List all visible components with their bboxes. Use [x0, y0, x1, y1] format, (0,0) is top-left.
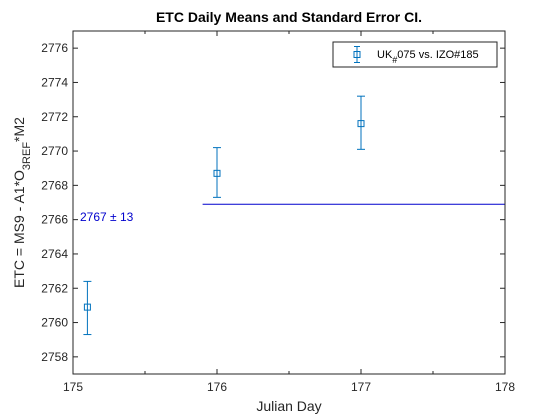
y-tick-label: 2770: [41, 144, 68, 158]
x-tick-label: 177: [351, 380, 371, 394]
legend-label-post: 075 vs. IZO#185: [397, 49, 478, 61]
y-axis-label: ETC = MS9 - A1*O3REF*M2: [11, 117, 33, 288]
legend-label: UK#075 vs. IZO#185: [377, 49, 479, 65]
reference-group: 2767 ± 13: [80, 203, 505, 224]
y-tick-label: 2768: [41, 178, 68, 192]
y-tick-label: 2772: [41, 110, 68, 124]
legend-marker: [353, 46, 361, 63]
square-marker: [357, 120, 365, 128]
x-tick-label: 175: [63, 380, 83, 394]
data-point-1: [83, 280, 92, 336]
data-point-3: [357, 95, 365, 150]
square-marker: [83, 303, 91, 311]
legend-label-sub: #: [392, 55, 397, 65]
legend-label-pre: UK: [377, 49, 393, 61]
plot-frame: [72, 30, 506, 375]
plot-area: [73, 31, 505, 374]
y-axis-label-main: ETC = MS9 - A1*O: [11, 170, 27, 288]
data-point-2: [213, 147, 221, 198]
reference-label: 2767 ± 13: [80, 210, 134, 224]
legend-square-marker: [353, 51, 361, 58]
legend: UK#075 vs. IZO#185: [332, 41, 498, 68]
y-axis-ticks: 2758 2760 2762 2764 2766 2768 2770 2772 2774 2776: [41, 41, 505, 364]
y-tick-label: 2766: [41, 213, 68, 227]
y-tick-label: 2760: [41, 316, 68, 330]
y-tick-label: 2762: [41, 281, 68, 295]
y-tick-label: 2774: [41, 75, 68, 89]
square-marker: [213, 169, 221, 177]
y-axis-label-subscript: 3REF: [21, 142, 33, 170]
x-tick-label: 176: [207, 380, 227, 394]
y-tick-label: 2764: [41, 247, 68, 261]
series-group: [83, 95, 365, 336]
x-axis-label: Julian Day: [256, 398, 321, 414]
y-axis-label-tail: *M2: [11, 117, 27, 142]
y-tick-label: 2758: [41, 350, 68, 364]
chart-title: ETC Daily Means and Standard Error CI.: [156, 9, 422, 25]
x-tick-label: 178: [495, 380, 515, 394]
y-tick-label: 2776: [41, 41, 68, 55]
